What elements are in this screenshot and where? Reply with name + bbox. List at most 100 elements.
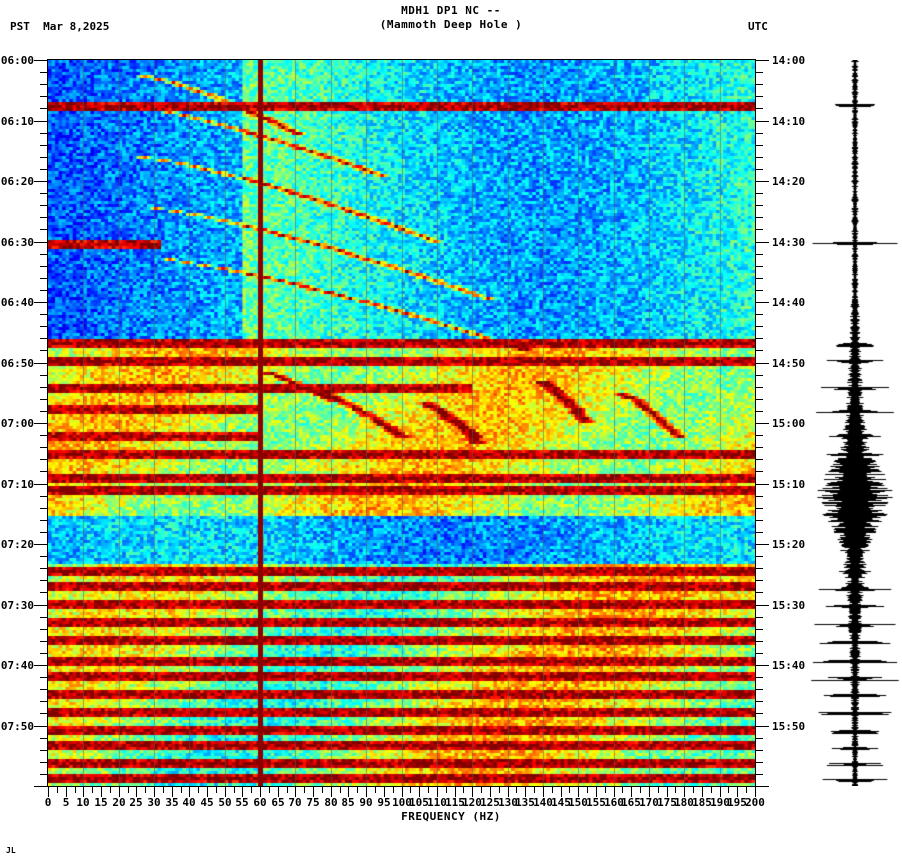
freq-label-40: 40 — [182, 796, 196, 809]
tick-left-46 — [40, 338, 48, 339]
tick-left-60 — [34, 423, 48, 424]
tick-right-30 — [755, 242, 769, 243]
tick-freq-55 — [242, 786, 243, 797]
tick-right-52 — [755, 375, 763, 376]
plot-border-top — [47, 59, 756, 60]
tick-left-108 — [40, 713, 48, 714]
freq-label-195: 195 — [727, 796, 747, 809]
tick-right-76 — [755, 520, 763, 521]
tick-right-72 — [755, 496, 763, 497]
tick-freq-140 — [543, 786, 544, 797]
spectrogram-plot[interactable] — [48, 60, 755, 786]
left-timezone-date-label: PST Mar 8,2025 — [10, 20, 110, 33]
time-label-pst-06:50: 06:50 — [0, 357, 34, 370]
spectrogram-image[interactable] — [48, 60, 755, 786]
tick-left-44 — [40, 326, 48, 327]
freq-label-190: 190 — [710, 796, 730, 809]
seismogram-trace-panel[interactable] — [800, 60, 900, 786]
tick-freq-70 — [295, 786, 296, 797]
freq-label-5: 5 — [62, 796, 70, 809]
tick-left-80 — [34, 544, 48, 545]
tick-freq-80 — [331, 786, 332, 797]
time-label-utc-15:20: 15:20 — [772, 538, 806, 551]
tick-freq-185 — [702, 786, 703, 797]
tick-right-80 — [755, 544, 769, 545]
tick-left-98 — [40, 653, 48, 654]
freq-label-125: 125 — [480, 796, 500, 809]
tick-right-2 — [755, 72, 763, 73]
tick-left-22 — [40, 193, 48, 194]
seismogram-waveform[interactable] — [800, 60, 900, 786]
tick-right-74 — [755, 508, 763, 509]
tick-right-114 — [755, 750, 763, 751]
time-label-utc-15:00: 15:00 — [772, 417, 806, 430]
tick-freq-45 — [207, 786, 208, 797]
tick-right-22 — [755, 193, 763, 194]
freq-label-165: 165 — [621, 796, 641, 809]
tick-freq-40 — [189, 786, 190, 797]
tick-right-56 — [755, 399, 763, 400]
time-label-utc-14:30: 14:30 — [772, 236, 806, 249]
freq-label-95: 95 — [377, 796, 391, 809]
tick-right-40 — [755, 302, 769, 303]
tick-right-82 — [755, 556, 763, 557]
freq-label-25: 25 — [129, 796, 143, 809]
tick-left-90 — [34, 605, 48, 606]
tick-right-4 — [755, 84, 763, 85]
time-label-pst-06:30: 06:30 — [0, 236, 34, 249]
tick-freq-107.5 — [428, 786, 429, 793]
tick-left-12 — [40, 133, 48, 134]
tick-right-116 — [755, 762, 763, 763]
time-label-utc-15:40: 15:40 — [772, 659, 806, 672]
tick-freq-37.5 — [181, 786, 182, 793]
tick-freq-102.5 — [410, 786, 411, 793]
tick-freq-65 — [278, 786, 279, 797]
tick-left-34 — [40, 266, 48, 267]
tick-right-10 — [755, 121, 769, 122]
tick-right-16 — [755, 157, 763, 158]
tick-left-8 — [40, 108, 48, 109]
tick-right-78 — [755, 532, 763, 533]
time-label-pst-07:20: 07:20 — [0, 538, 34, 551]
freq-label-35: 35 — [165, 796, 179, 809]
tick-freq-105 — [419, 786, 420, 797]
tick-right-44 — [755, 326, 763, 327]
freq-label-85: 85 — [341, 796, 355, 809]
tick-freq-35 — [172, 786, 173, 797]
tick-right-68 — [755, 471, 763, 472]
tick-left-10 — [34, 121, 48, 122]
tick-left-2 — [40, 72, 48, 73]
tick-right-84 — [755, 568, 763, 569]
tick-right-110 — [755, 726, 769, 727]
tick-left-78 — [40, 532, 48, 533]
freq-label-200: 200 — [745, 796, 765, 809]
tick-left-40 — [34, 302, 48, 303]
station-code-title: MDH1 DP1 NC -- — [401, 4, 501, 17]
tick-right-28 — [755, 229, 763, 230]
tick-right-118 — [755, 774, 763, 775]
tick-freq-75 — [313, 786, 314, 797]
tick-left-0 — [34, 60, 48, 61]
tick-left-110 — [34, 726, 48, 727]
tick-freq-195 — [737, 786, 738, 797]
tick-freq-182.5 — [693, 786, 694, 793]
tick-freq-167.5 — [640, 786, 641, 793]
tick-right-70 — [755, 484, 769, 485]
tick-freq-122.5 — [481, 786, 482, 793]
tick-left-56 — [40, 399, 48, 400]
freq-label-60: 60 — [253, 796, 267, 809]
tick-left-6 — [40, 96, 48, 97]
tick-right-106 — [755, 701, 763, 702]
time-label-pst-06:10: 06:10 — [0, 115, 34, 128]
tick-freq-187.5 — [711, 786, 712, 793]
time-label-pst-06:40: 06:40 — [0, 296, 34, 309]
tick-freq-30 — [154, 786, 155, 797]
tick-freq-67.5 — [287, 786, 288, 793]
freq-label-180: 180 — [674, 796, 694, 809]
tick-left-14 — [40, 145, 48, 146]
tick-freq-82.5 — [340, 786, 341, 793]
tick-right-102 — [755, 677, 763, 678]
station-name-title: (Mammoth Deep Hole ) — [379, 18, 523, 31]
tick-freq-157.5 — [605, 786, 606, 793]
tick-right-32 — [755, 254, 763, 255]
